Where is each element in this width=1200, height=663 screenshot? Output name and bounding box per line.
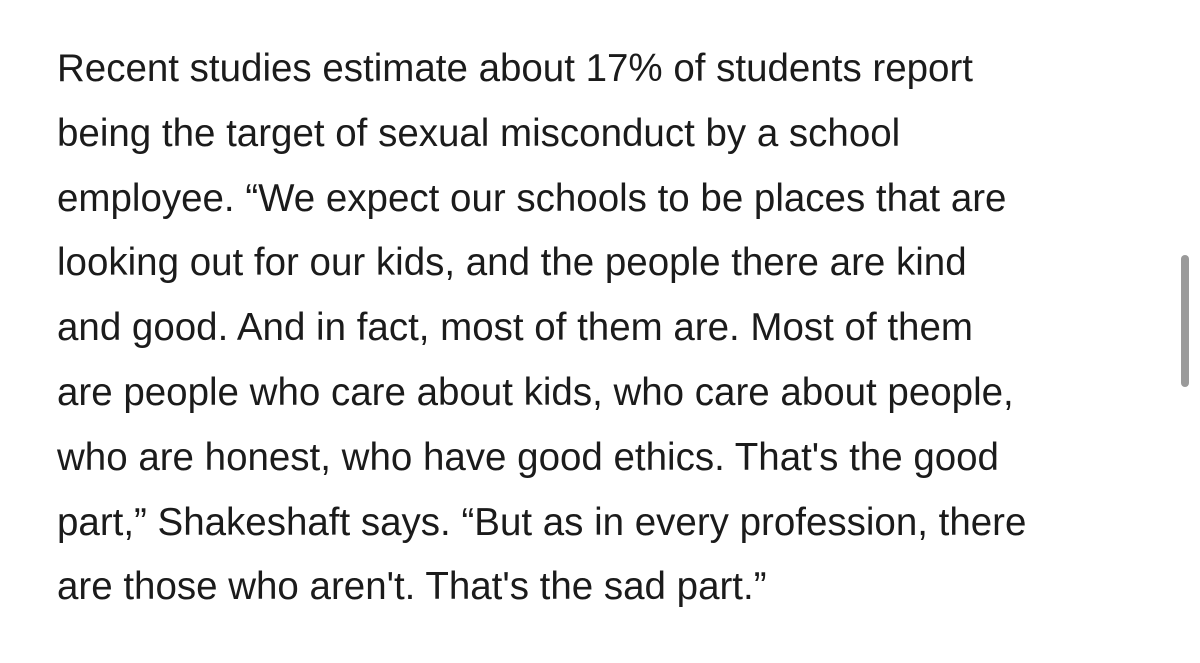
text-line: are those who aren't. That's the sad par… [57,565,767,609]
text-line: looking out for our kids, and the people… [57,241,967,285]
article-paragraph: Recent studies estimate about 17% of stu… [57,37,1167,620]
text-line: part,” Shakeshaft says. “But as in every… [57,500,1027,544]
text-line: employee. “We expect our schools to be p… [57,176,1007,220]
text-line: and good. And in fact, most of them are.… [57,306,973,350]
scrollbar[interactable] [1181,255,1189,387]
text-line: being the target of sexual misconduct by… [57,111,901,155]
text-line: Recent studies estimate about 17% of stu… [57,47,973,90]
text-line: who are honest, who have good ethics. Th… [57,435,999,479]
text-line: are people who care about kids, who care… [57,370,1014,414]
